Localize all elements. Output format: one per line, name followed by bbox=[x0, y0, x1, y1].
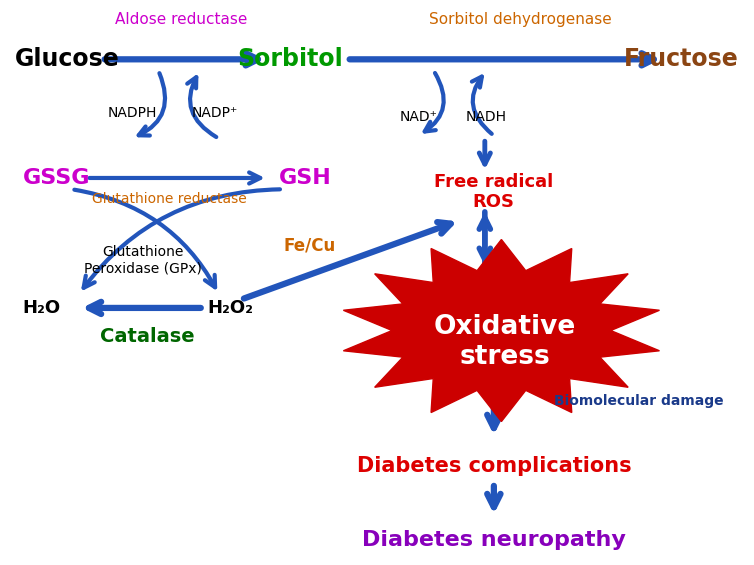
Text: NADH: NADH bbox=[466, 110, 507, 124]
Text: Sorbitol dehydrogenase: Sorbitol dehydrogenase bbox=[429, 12, 611, 27]
Text: NAD⁺: NAD⁺ bbox=[400, 110, 437, 124]
Text: Glutathione reductase: Glutathione reductase bbox=[92, 192, 247, 206]
Text: Diabetes complications: Diabetes complications bbox=[357, 456, 631, 476]
Text: Fe/Cu: Fe/Cu bbox=[283, 237, 336, 255]
Text: NADP⁺: NADP⁺ bbox=[192, 106, 238, 120]
Text: Diabetes neuropathy: Diabetes neuropathy bbox=[362, 529, 626, 550]
Text: H₂O: H₂O bbox=[23, 299, 60, 317]
Text: Glutathione
Peroxidase (GPx): Glutathione Peroxidase (GPx) bbox=[84, 245, 202, 275]
Text: Biomolecular damage: Biomolecular damage bbox=[554, 394, 724, 408]
Text: Catalase: Catalase bbox=[100, 327, 195, 346]
Text: GSH: GSH bbox=[279, 168, 332, 188]
Polygon shape bbox=[343, 240, 660, 421]
Text: GSSG: GSSG bbox=[23, 168, 90, 188]
Text: Fructose: Fructose bbox=[624, 47, 739, 71]
Text: Free radical
ROS: Free radical ROS bbox=[434, 173, 553, 211]
Text: Sorbitol: Sorbitol bbox=[238, 47, 343, 71]
Text: NADPH: NADPH bbox=[107, 106, 157, 120]
Text: H₂O₂: H₂O₂ bbox=[207, 299, 253, 317]
Text: Aldose reductase: Aldose reductase bbox=[115, 12, 247, 27]
Text: Oxidative
stress: Oxidative stress bbox=[434, 314, 576, 370]
Text: Glucose: Glucose bbox=[15, 47, 120, 71]
